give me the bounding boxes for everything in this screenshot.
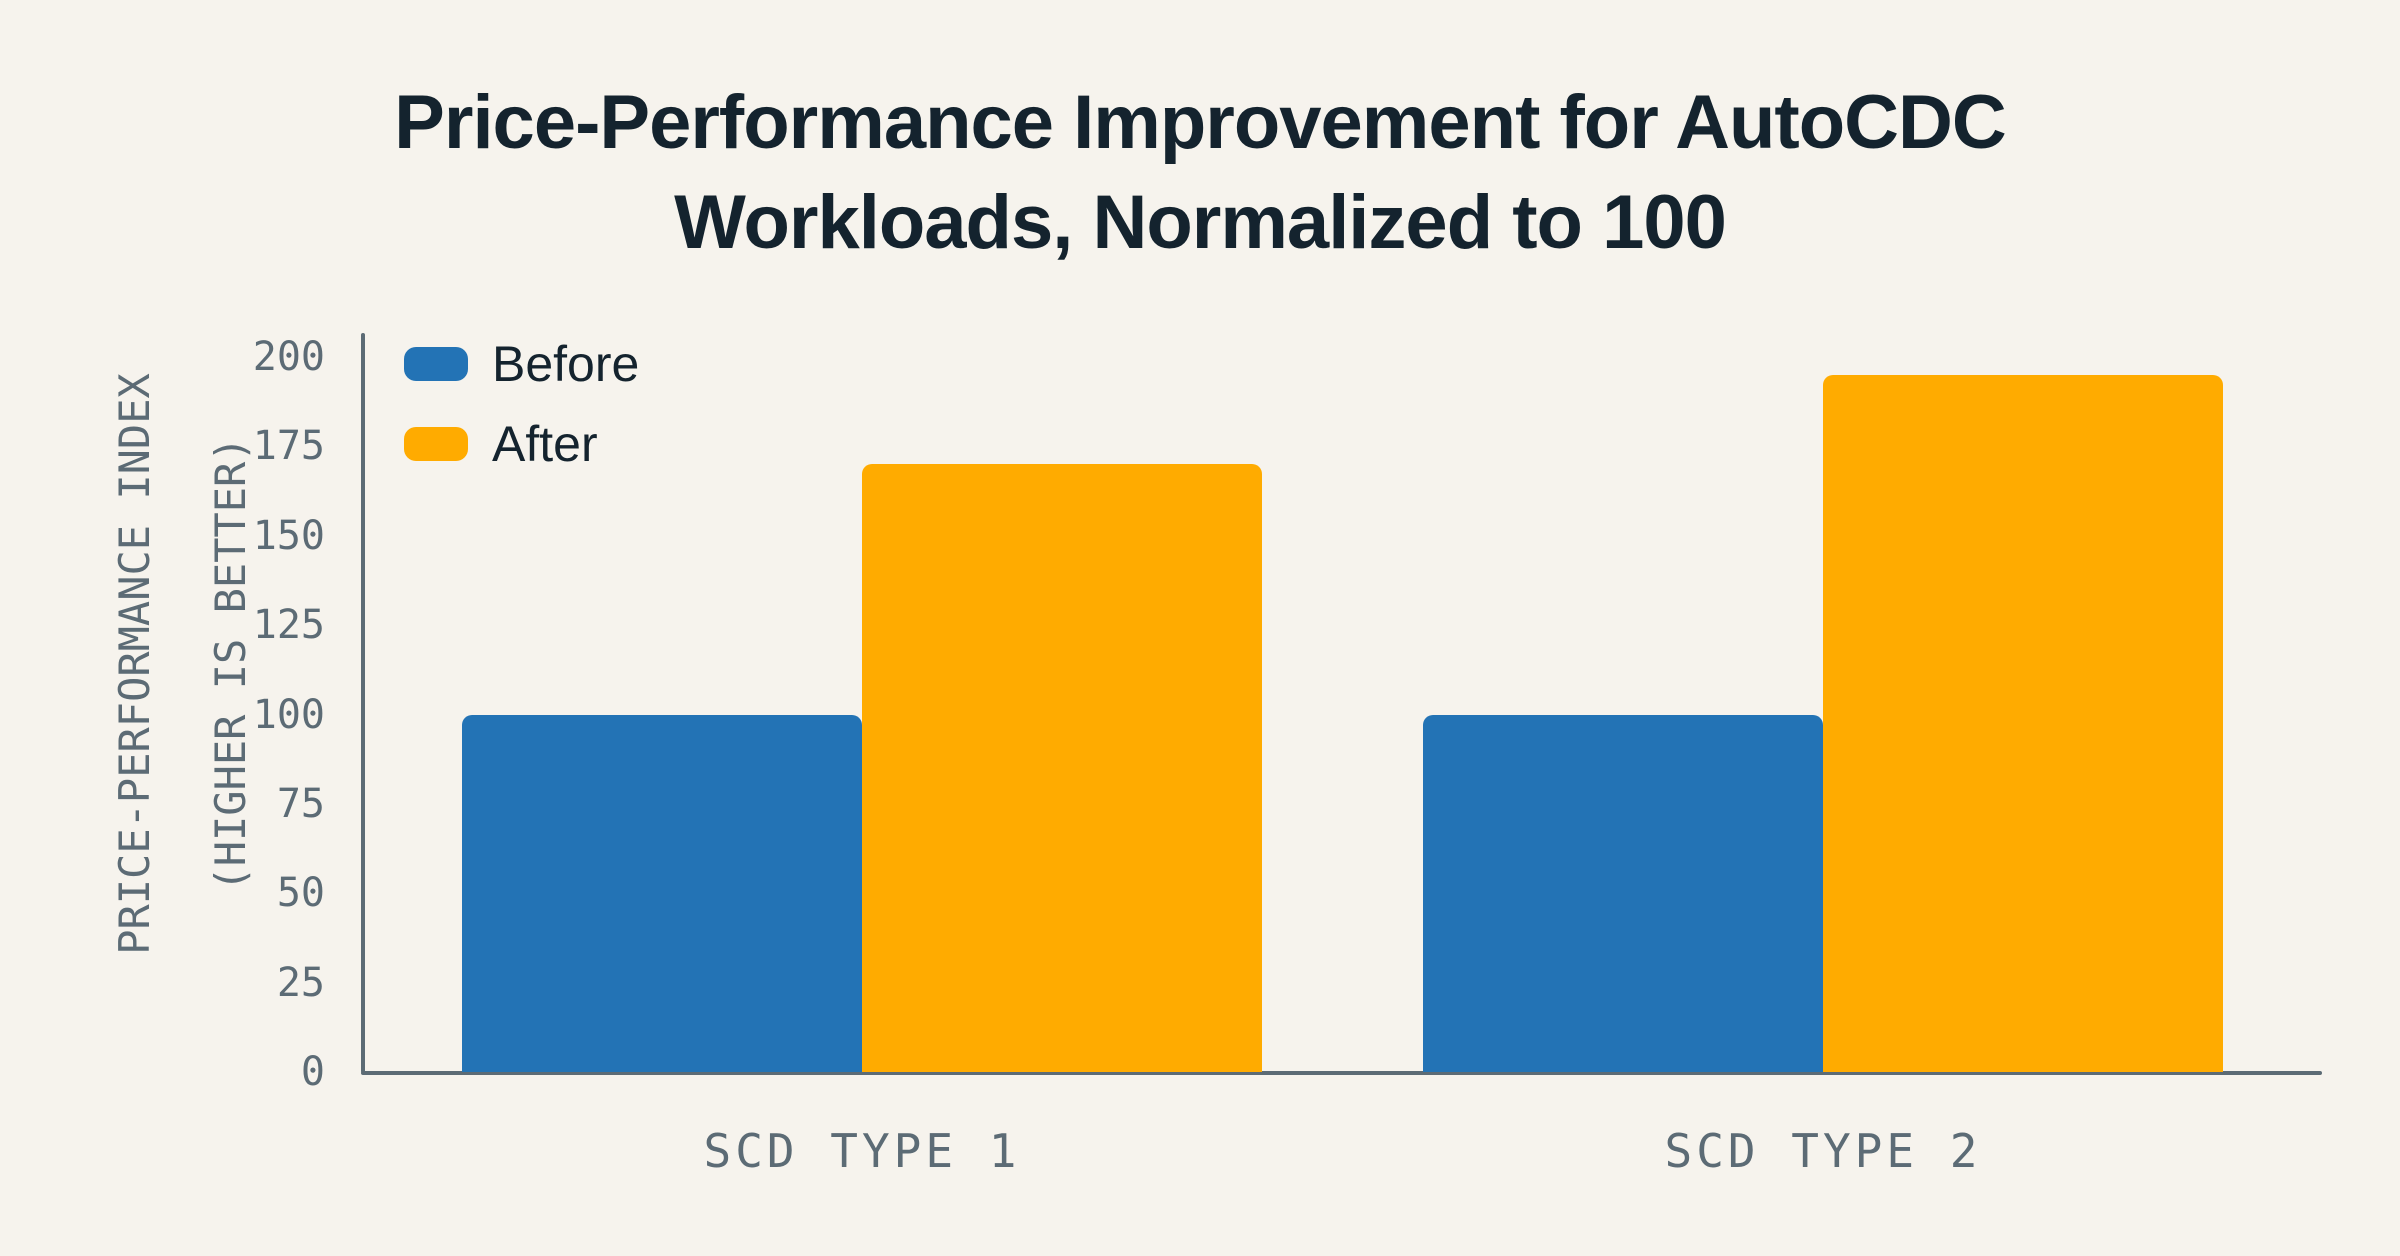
chart-title-line-1: Price-Performance Improvement for AutoCD… [394,80,2007,165]
legend-item-after: After [404,412,639,476]
bar-before-scd-type-2 [1423,714,1823,1072]
chart-title: Price-Performance Improvement for AutoCD… [0,73,2400,273]
y-tick-label-75: 75 [276,780,325,827]
bar-after-scd-type-1 [862,464,1262,1072]
x-axis-line [361,1071,2322,1075]
y-axis-line [361,333,365,1073]
legend-label-before: Before [492,336,640,392]
y-tick-label-175: 175 [252,423,325,470]
legend-item-before: Before [404,332,639,396]
legend-swatch-before [404,347,468,381]
legend-label-after: After [492,416,598,472]
chart-title-line-2: Workloads, Normalized to 100 [674,180,1727,265]
y-tick-label-50: 50 [276,870,325,917]
y-axis-title-line-1: PRICE-PERFORMANCE INDEX [110,373,159,955]
y-tick-label-100: 100 [252,691,325,738]
x-axis-label-scd-type-2: SCD TYPE 2 [1664,1124,1982,1178]
bar-after-scd-type-2 [1823,374,2223,1072]
x-axis-label-scd-type-1: SCD TYPE 1 [703,1124,1021,1178]
bar-before-scd-type-1 [462,714,862,1072]
y-tick-label-125: 125 [252,602,325,649]
y-tick-label-200: 200 [252,334,325,380]
legend-swatch-after [404,427,468,461]
legend: Before After [404,332,639,476]
y-tick-label-25: 25 [276,959,325,1006]
y-tick-label-150: 150 [252,512,325,559]
y-tick-label-0: 0 [300,1049,325,1095]
